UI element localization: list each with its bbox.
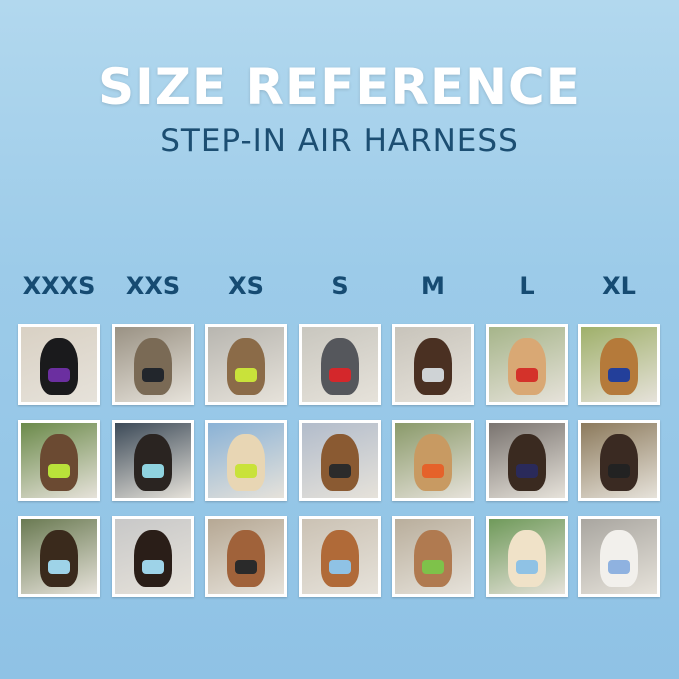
- pet-figure: [134, 530, 172, 587]
- harness-figure: [421, 368, 445, 382]
- harness-figure: [234, 368, 258, 382]
- harness-figure: [234, 464, 258, 478]
- pet-figure: [414, 530, 452, 587]
- pet-figure: [508, 338, 546, 395]
- pet-figure: [600, 530, 638, 587]
- harness-figure: [607, 560, 631, 574]
- harness-figure: [141, 560, 165, 574]
- pet-figure: [321, 434, 359, 491]
- harness-figure: [47, 560, 71, 574]
- pet-figure: [40, 338, 78, 395]
- harness-figure: [607, 464, 631, 478]
- pet-figure: [508, 434, 546, 491]
- pet-photo-xxs-3: [112, 516, 194, 597]
- pet-photo-xl-1: [578, 324, 660, 405]
- pet-figure: [134, 338, 172, 395]
- pet-photo-xl-3: [578, 516, 660, 597]
- pet-photo-s-2: [299, 420, 381, 501]
- pet-figure: [227, 338, 265, 395]
- pet-figure: [227, 530, 265, 587]
- size-label-xxs: XXS: [125, 272, 181, 300]
- page-subtitle: STEP-IN AIR HARNESS: [160, 123, 519, 159]
- harness-figure: [421, 560, 445, 574]
- harness-figure: [421, 464, 445, 478]
- harness-figure: [234, 560, 258, 574]
- pet-photo-m-3: [392, 516, 474, 597]
- pet-figure: [414, 338, 452, 395]
- harness-figure: [515, 464, 539, 478]
- pet-photo-m-1: [392, 324, 474, 405]
- pet-figure: [414, 434, 452, 491]
- size-label-m: M: [421, 272, 445, 300]
- pet-photo-xxxs-1: [18, 324, 100, 405]
- pet-photo-xs-1: [205, 324, 287, 405]
- pet-figure: [600, 338, 638, 395]
- pet-figure: [508, 530, 546, 587]
- pet-photo-xs-3: [205, 516, 287, 597]
- pet-photo-s-1: [299, 324, 381, 405]
- size-label-s: S: [331, 272, 349, 300]
- pet-photo-xxxs-2: [18, 420, 100, 501]
- pet-figure: [321, 338, 359, 395]
- pet-figure: [321, 530, 359, 587]
- size-label-xxxs: XXXS: [22, 272, 96, 300]
- harness-figure: [47, 464, 71, 478]
- pet-figure: [40, 530, 78, 587]
- pet-figure: [40, 434, 78, 491]
- harness-figure: [328, 560, 352, 574]
- pet-photo-xl-2: [578, 420, 660, 501]
- pet-photo-l-3: [486, 516, 568, 597]
- size-label-xs: XS: [228, 272, 264, 300]
- pet-photo-xs-2: [205, 420, 287, 501]
- pet-photo-l-1: [486, 324, 568, 405]
- pet-photo-m-2: [392, 420, 474, 501]
- harness-figure: [328, 464, 352, 478]
- page-title: SIZE REFERENCE: [98, 58, 581, 116]
- harness-figure: [141, 368, 165, 382]
- size-label-l: L: [519, 272, 535, 300]
- pet-photo-s-3: [299, 516, 381, 597]
- pet-figure: [227, 434, 265, 491]
- pet-photo-l-2: [486, 420, 568, 501]
- size-label-xl: XL: [602, 272, 636, 300]
- harness-figure: [607, 368, 631, 382]
- harness-figure: [47, 368, 71, 382]
- pet-figure: [600, 434, 638, 491]
- harness-figure: [515, 560, 539, 574]
- pet-figure: [134, 434, 172, 491]
- pet-photo-xxs-1: [112, 324, 194, 405]
- pet-photo-xxxs-3: [18, 516, 100, 597]
- pet-photo-xxs-2: [112, 420, 194, 501]
- harness-figure: [141, 464, 165, 478]
- harness-figure: [515, 368, 539, 382]
- harness-figure: [328, 368, 352, 382]
